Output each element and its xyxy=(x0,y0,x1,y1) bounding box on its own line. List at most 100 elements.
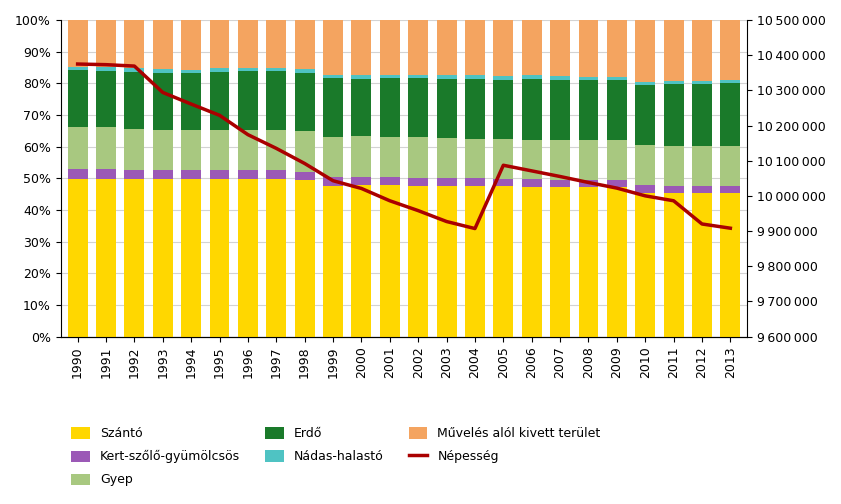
Bar xyxy=(124,129,145,170)
Bar xyxy=(579,180,599,187)
Bar xyxy=(436,20,457,75)
Bar xyxy=(67,169,87,179)
Bar xyxy=(521,79,542,140)
Bar xyxy=(408,75,428,78)
Bar xyxy=(67,179,87,337)
Bar xyxy=(494,80,513,139)
Bar xyxy=(153,170,172,178)
Bar xyxy=(294,172,315,180)
Bar xyxy=(181,131,201,170)
Bar xyxy=(67,67,87,70)
Bar xyxy=(96,169,116,178)
Bar xyxy=(238,178,258,337)
Bar xyxy=(124,179,145,337)
Bar xyxy=(96,178,116,337)
Bar xyxy=(550,179,570,187)
Bar xyxy=(635,20,655,82)
Bar xyxy=(323,75,343,78)
Bar xyxy=(267,68,286,71)
Bar xyxy=(181,170,201,178)
Bar xyxy=(721,146,740,185)
Bar xyxy=(579,80,599,140)
Bar xyxy=(352,137,372,177)
Bar xyxy=(294,132,315,172)
Bar xyxy=(635,185,655,193)
Bar xyxy=(607,20,627,77)
Bar xyxy=(408,177,428,185)
Bar xyxy=(465,76,485,79)
Bar xyxy=(436,75,457,79)
Bar xyxy=(494,20,513,76)
Bar xyxy=(692,20,712,81)
Bar xyxy=(67,20,87,67)
Bar xyxy=(380,20,399,75)
Bar xyxy=(124,20,145,69)
Bar xyxy=(153,70,172,73)
Bar xyxy=(692,81,712,84)
Bar xyxy=(294,20,315,70)
Legend: Szántó, Kert-szőlő-gyümölcsös, Gyep, Erdő, Nádas-halastó, Művelés alól kivett te: Szántó, Kert-szőlő-gyümölcsös, Gyep, Erd… xyxy=(65,421,607,493)
Bar xyxy=(96,20,116,67)
Bar xyxy=(550,187,570,337)
Bar xyxy=(521,140,542,179)
Bar xyxy=(692,84,712,146)
Bar xyxy=(181,70,201,74)
Bar xyxy=(124,69,145,72)
Bar xyxy=(209,178,230,337)
Bar xyxy=(607,187,627,337)
Bar xyxy=(607,77,627,81)
Bar xyxy=(692,185,712,193)
Bar xyxy=(267,170,286,178)
Bar xyxy=(323,78,343,137)
Bar xyxy=(380,137,399,177)
Bar xyxy=(181,20,201,70)
Bar xyxy=(209,72,230,131)
Bar xyxy=(323,185,343,337)
Bar xyxy=(181,74,201,131)
Bar xyxy=(607,140,627,180)
Bar xyxy=(323,20,343,75)
Bar xyxy=(494,179,513,186)
Bar xyxy=(294,180,315,337)
Bar xyxy=(721,185,740,193)
Bar xyxy=(465,139,485,178)
Bar xyxy=(664,84,684,146)
Bar xyxy=(209,131,230,170)
Bar xyxy=(521,76,542,79)
Bar xyxy=(352,185,372,337)
Bar xyxy=(67,127,87,169)
Bar xyxy=(550,20,570,76)
Bar xyxy=(380,177,399,185)
Bar xyxy=(721,80,740,83)
Bar xyxy=(96,128,116,169)
Bar xyxy=(352,75,372,79)
Bar xyxy=(579,140,599,180)
Bar xyxy=(579,187,599,337)
Bar xyxy=(635,145,655,185)
Bar xyxy=(521,179,542,187)
Bar xyxy=(521,20,542,76)
Bar xyxy=(294,70,315,73)
Bar xyxy=(494,76,513,80)
Bar xyxy=(238,130,258,170)
Bar xyxy=(267,20,286,68)
Bar xyxy=(209,20,230,69)
Bar xyxy=(465,79,485,139)
Bar xyxy=(635,82,655,85)
Bar xyxy=(153,130,172,170)
Bar xyxy=(607,180,627,187)
Bar xyxy=(380,185,399,337)
Bar xyxy=(521,187,542,337)
Bar xyxy=(153,178,172,337)
Bar xyxy=(607,81,627,140)
Bar xyxy=(635,85,655,145)
Bar xyxy=(96,71,116,128)
Bar xyxy=(124,170,145,179)
Bar xyxy=(380,75,399,78)
Bar xyxy=(436,178,457,186)
Bar xyxy=(436,186,457,337)
Bar xyxy=(209,69,230,72)
Bar xyxy=(692,146,712,185)
Bar xyxy=(153,20,172,70)
Bar xyxy=(238,170,258,178)
